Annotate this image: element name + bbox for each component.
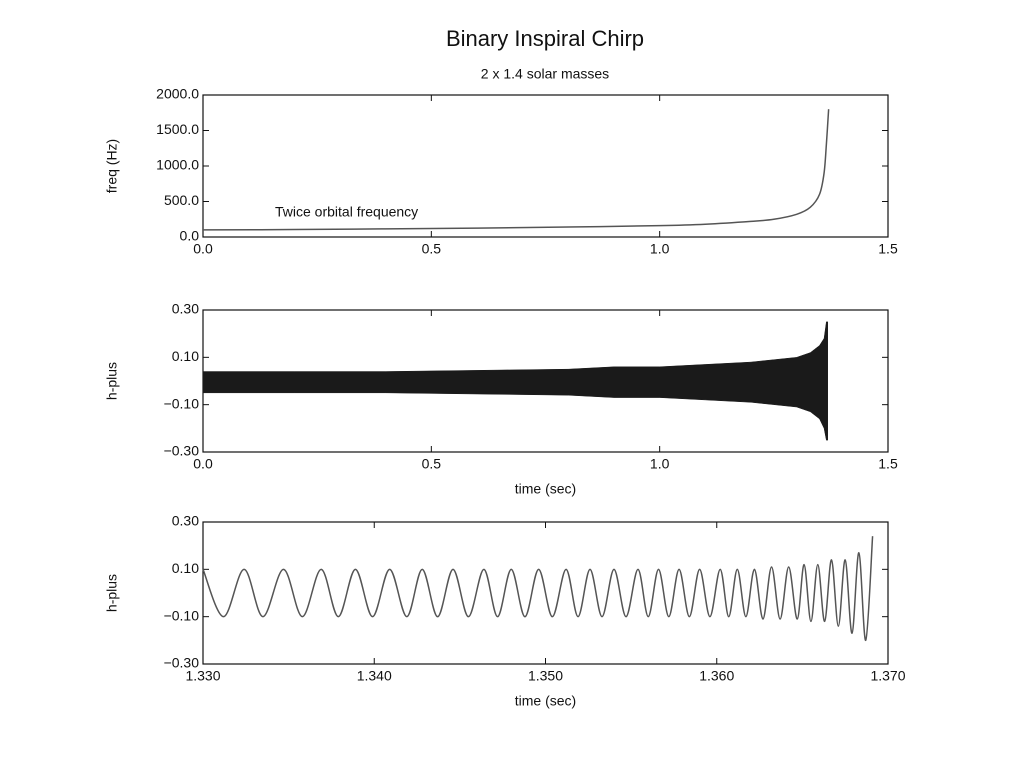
y-tick-label: −0.10: [164, 395, 200, 411]
chart-subtitle: 2 x 1.4 solar masses: [481, 66, 609, 82]
y-axis-label: h-plus: [104, 574, 120, 612]
x-tick-label: 0.0: [193, 456, 213, 472]
y-tick-label: 1000.0: [156, 157, 199, 173]
x-tick-label: 0.5: [422, 241, 442, 257]
x-tick-label: 1.5: [878, 456, 898, 472]
x-tick-label: 1.340: [357, 668, 392, 684]
data-line: [202, 109, 830, 231]
signal-envelope: [202, 321, 828, 441]
y-tick-label: 0.10: [172, 560, 199, 576]
x-tick-label: 0.5: [422, 456, 442, 472]
annotation: Twice orbital frequency: [275, 204, 418, 220]
x-tick-label: 1.350: [528, 668, 563, 684]
data-line: [202, 536, 874, 642]
x-tick-label: 1.360: [699, 668, 734, 684]
x-tick-label: 0.0: [193, 241, 213, 257]
y-tick-label: −0.30: [164, 655, 200, 671]
x-tick-label: 1.370: [870, 668, 905, 684]
y-tick-label: 0.10: [172, 348, 199, 364]
x-tick-label: 1.5: [878, 241, 898, 257]
y-tick-label: −0.30: [164, 443, 200, 459]
y-tick-label: 0.30: [172, 513, 199, 529]
y-tick-label: 0.0: [180, 228, 200, 244]
x-tick-label: 1.0: [650, 456, 670, 472]
x-tick-label: 1.0: [650, 241, 670, 257]
chart-title: Binary Inspiral Chirp: [446, 26, 644, 51]
y-tick-label: 1500.0: [156, 121, 199, 137]
y-tick-label: 2000.0: [156, 86, 199, 102]
y-tick-label: −0.10: [164, 607, 200, 623]
x-axis-label: time (sec): [515, 693, 576, 709]
y-axis-label: h-plus: [104, 362, 120, 400]
x-axis-label: time (sec): [515, 481, 576, 497]
x-tick-label: 1.330: [185, 668, 220, 684]
y-tick-label: 0.30: [172, 301, 199, 317]
y-tick-label: 500.0: [164, 192, 199, 208]
y-axis-label: freq (Hz): [104, 139, 120, 193]
